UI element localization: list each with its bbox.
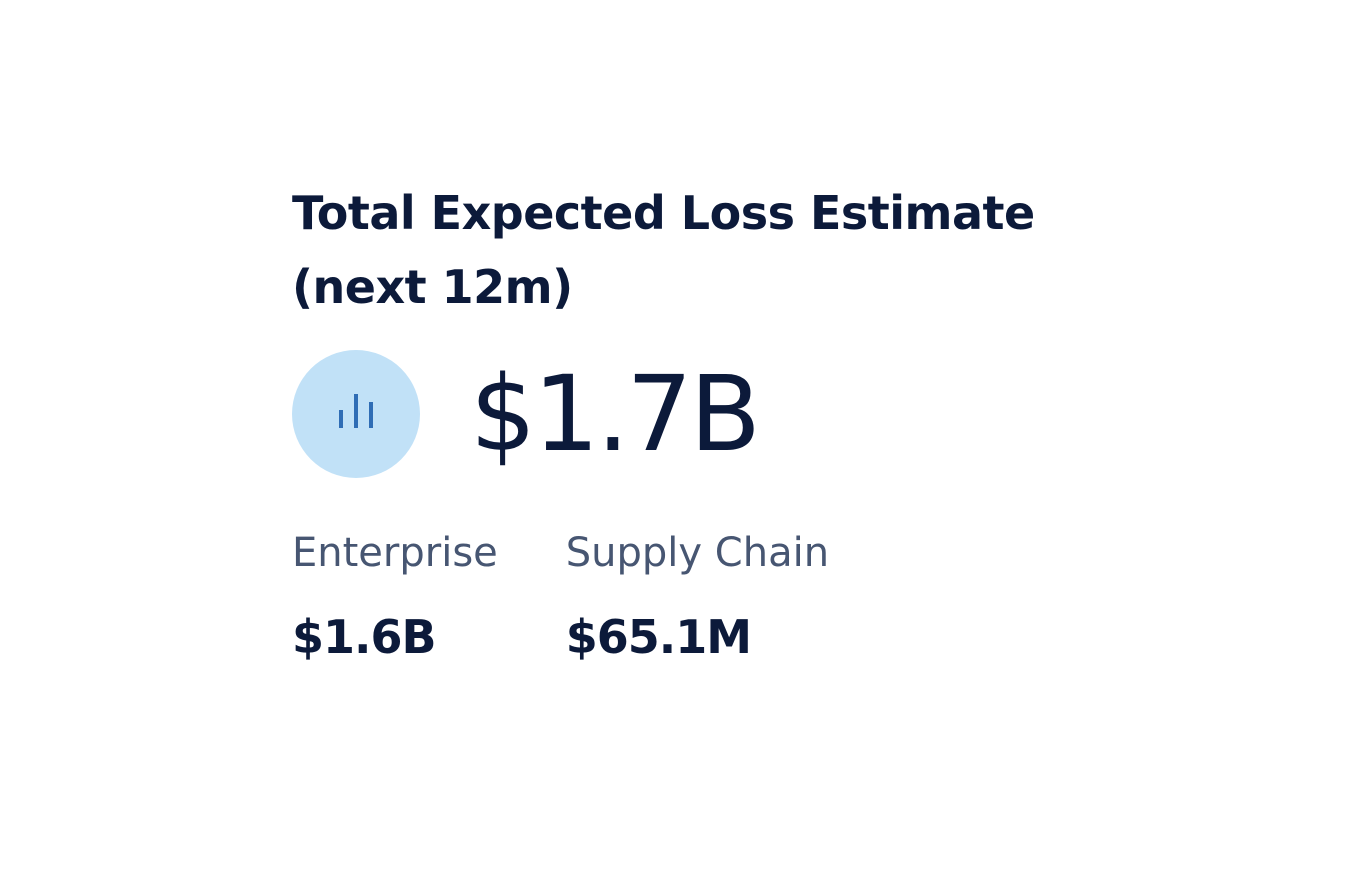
total-row: $1.7B — [292, 350, 1112, 478]
breakdown: Enterprise $1.6B Supply Chain $65.1M — [292, 530, 1112, 664]
loss-card: Total Expected Loss Estimate (next 12m) … — [292, 176, 1112, 664]
breakdown-item: Enterprise $1.6B — [292, 530, 498, 664]
breakdown-label: Enterprise — [292, 530, 498, 576]
breakdown-value: $65.1M — [565, 610, 752, 664]
total-value: $1.7B — [470, 353, 761, 475]
chart-icon — [292, 350, 420, 478]
breakdown-value: $1.6B — [292, 610, 437, 664]
card-title: Total Expected Loss Estimate (next 12m) — [292, 186, 1035, 314]
breakdown-label: Supply Chain — [565, 530, 830, 576]
breakdown-item: Supply Chain $65.1M — [566, 530, 829, 664]
bars-icon — [339, 394, 373, 428]
